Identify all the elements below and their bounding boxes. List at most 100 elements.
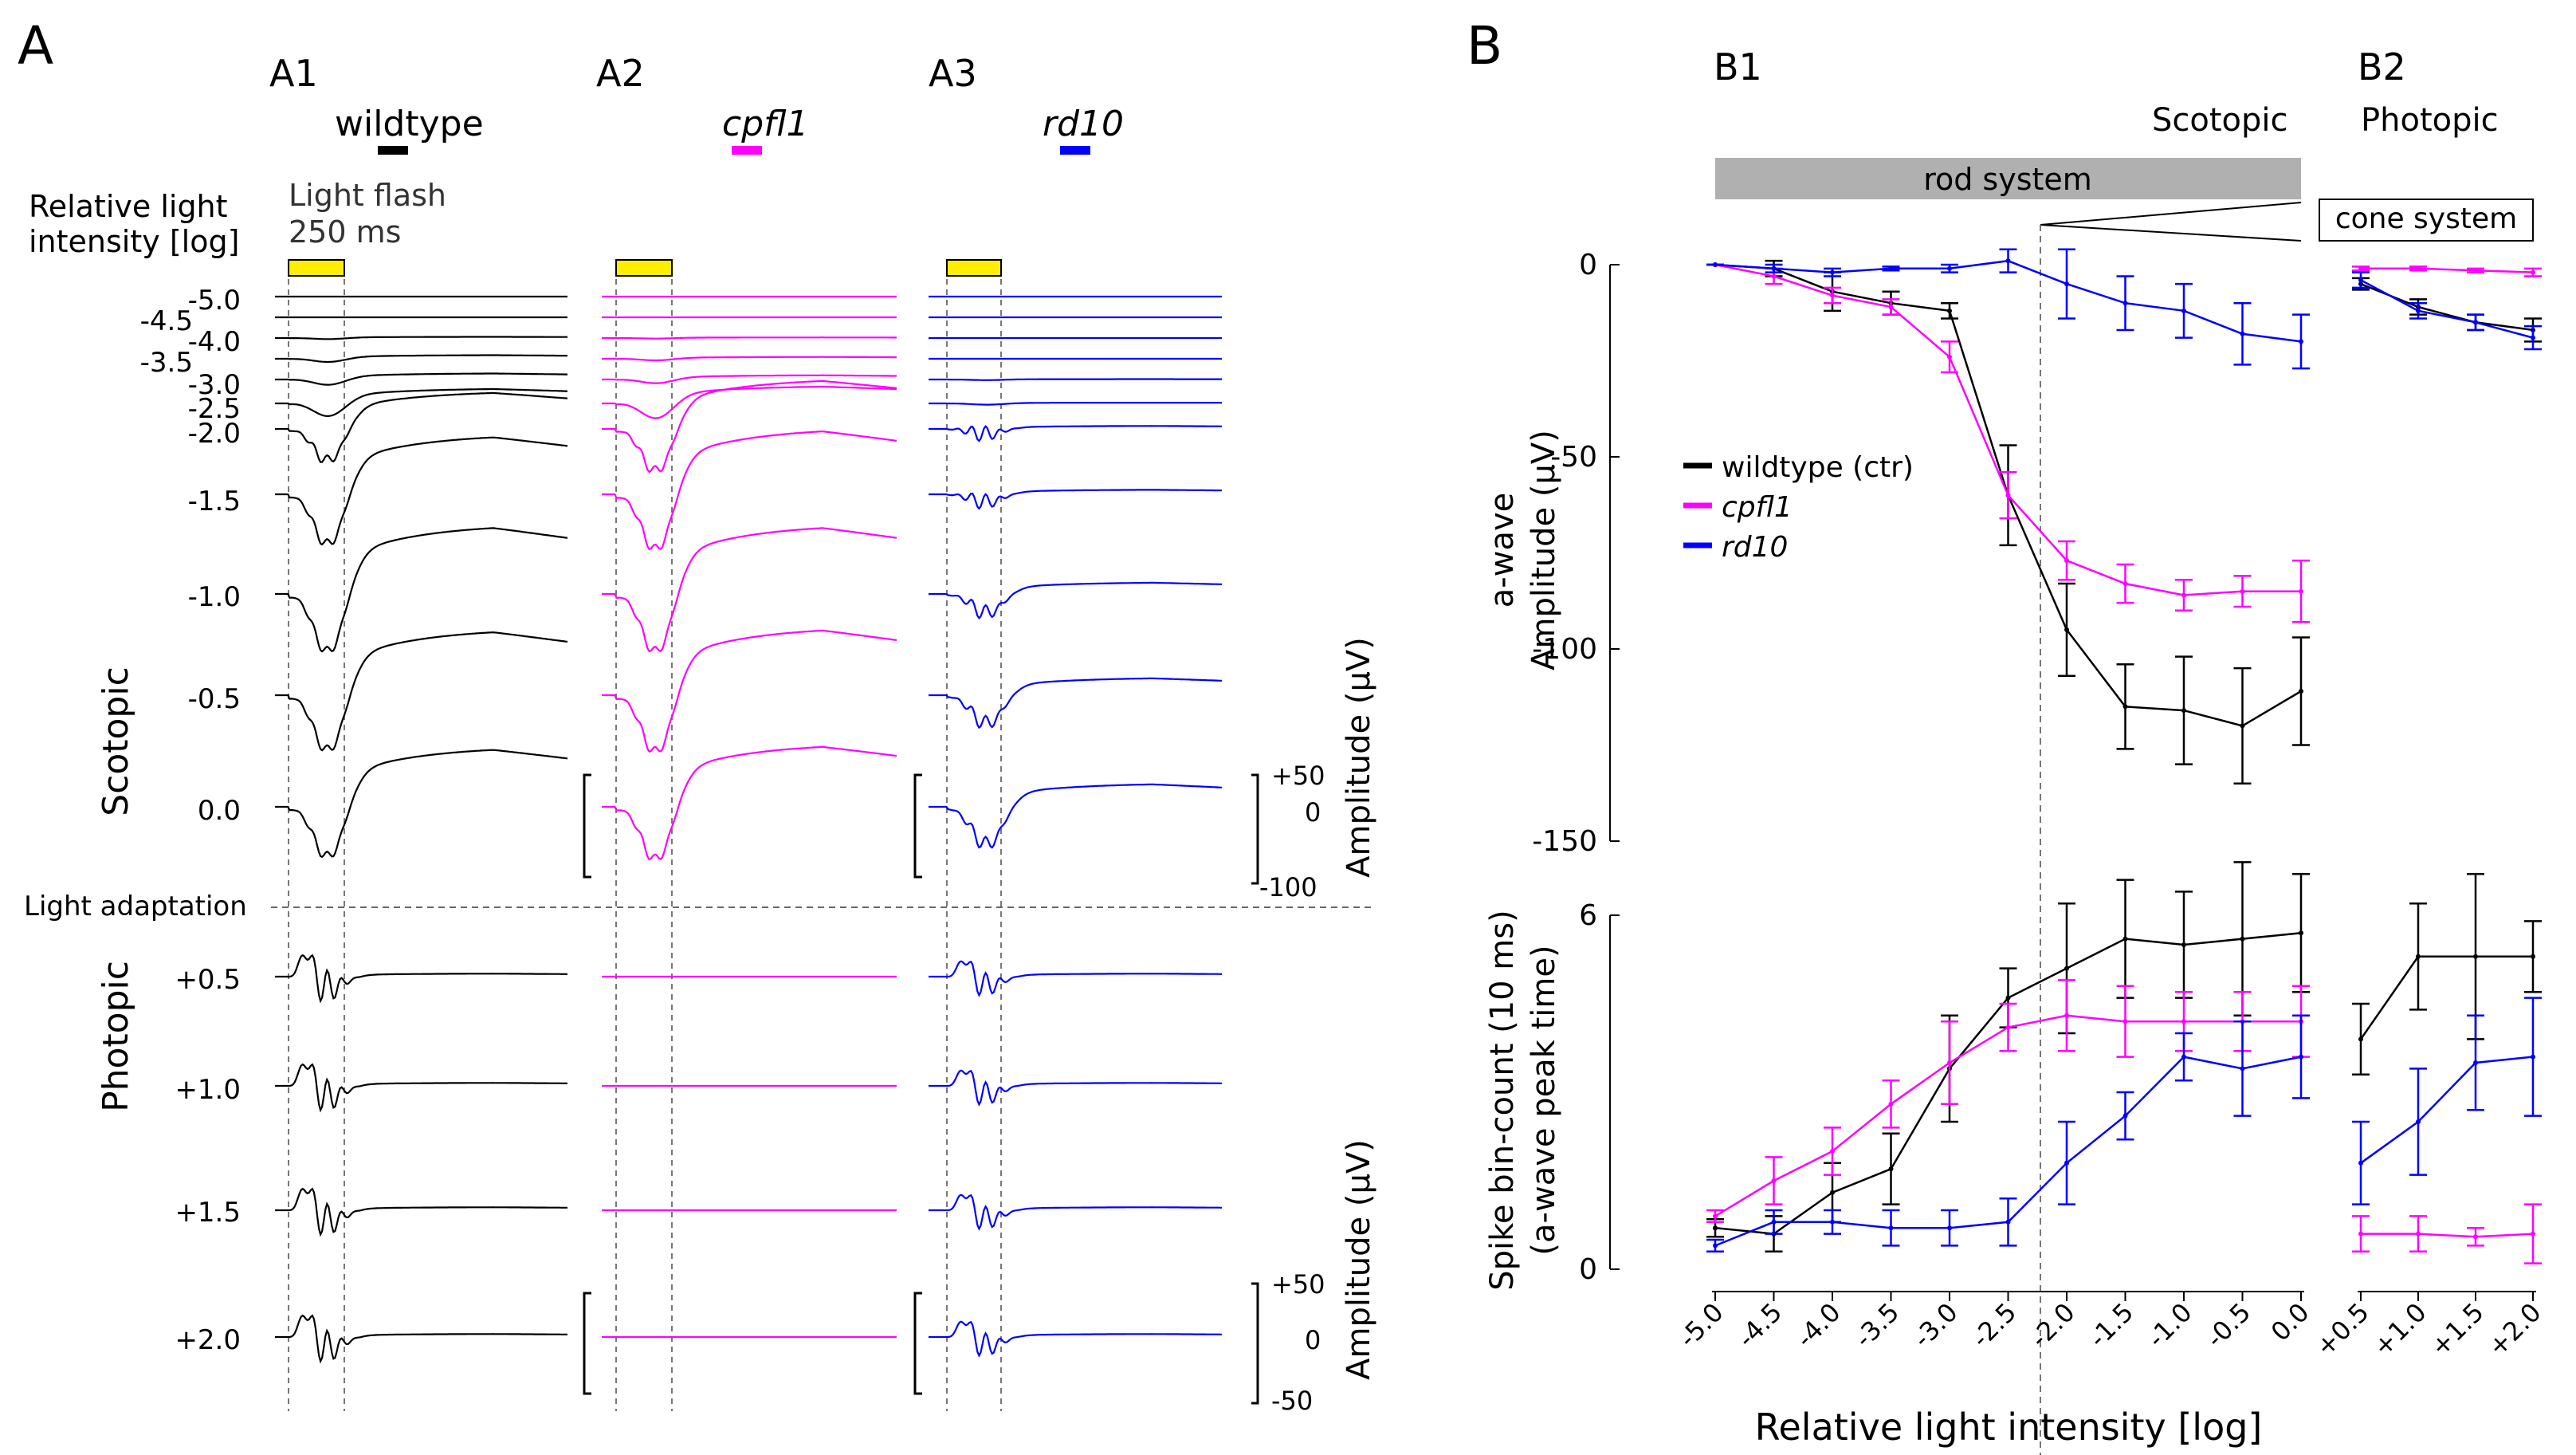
a-wave-data-point xyxy=(2122,704,2128,710)
rod-system-bar xyxy=(1715,158,2301,199)
flash-bar-a1 xyxy=(288,259,345,277)
x-tick-label: 0.0 xyxy=(2265,1297,2315,1347)
a-wave-series-line xyxy=(2360,279,2534,339)
erg-trace xyxy=(929,581,1223,620)
a-wave-data-point xyxy=(2299,689,2303,694)
spike-count-data-point xyxy=(2240,936,2245,942)
flash-label-line1: Light flash xyxy=(289,178,446,213)
a-wave-data-point xyxy=(2416,265,2421,271)
column-a1-color-key xyxy=(378,146,408,155)
a-wave-data-point xyxy=(2181,708,2186,714)
erg-trace xyxy=(929,425,1222,442)
intensity-label-photopic: +2.0 xyxy=(175,1324,241,1356)
scale-scotopic: +50 0 -100 Amplitude (µV) xyxy=(1259,637,1377,902)
cone-ramp xyxy=(2040,202,2302,242)
a-wave-y-tick-label: -150 xyxy=(1532,825,1597,858)
legend-label-wildtype: wildtype (ctr) xyxy=(1722,451,1914,484)
spike-count-data-point xyxy=(2122,936,2128,942)
a-wave-series-line xyxy=(2361,267,2534,273)
erg-trace xyxy=(929,489,1223,510)
x-tick-label: +2.0 xyxy=(2482,1297,2547,1363)
erg-trace xyxy=(602,379,897,474)
column-a1-name: wildtype xyxy=(335,104,484,144)
spike-count-data-point xyxy=(2181,1019,2186,1024)
a-wave-data-point xyxy=(1830,293,1835,298)
a-wave-data-point xyxy=(2005,493,2011,498)
x-tick-label: +1.5 xyxy=(2425,1297,2490,1363)
column-a3-name: rd10 xyxy=(1043,104,1124,144)
spike-count-data-point xyxy=(2005,1219,2011,1225)
spike-count-data-point xyxy=(2240,1066,2245,1072)
intensity-label-photopic: +0.5 xyxy=(175,964,241,996)
spike-count-data-point xyxy=(1713,1225,1718,1231)
spike-count-data-point xyxy=(2064,1160,2069,1166)
erg-trace xyxy=(275,391,568,463)
b-charts: 0 -50 -100 -150 0 6 -5.0 -4.5 -4.0 -3.5 -3.0 -2.5 -2… xyxy=(1532,248,2547,1363)
a-wave-data-point xyxy=(1888,265,1894,271)
a-wave-data-point xyxy=(1947,308,1952,313)
erg-trace xyxy=(275,1187,567,1237)
panel-b1-label: B1 xyxy=(1714,45,1762,88)
x-tick-label: -5.0 xyxy=(1673,1297,1730,1354)
spike-count-data-point xyxy=(2005,1024,2011,1030)
erg-trace xyxy=(275,354,567,364)
spike-count-data-point xyxy=(2473,1060,2478,1065)
a-wave-data-point xyxy=(2240,588,2245,594)
x-tick-label: +0.5 xyxy=(2310,1297,2375,1363)
panel-b-letter: B xyxy=(1467,15,1502,77)
spike-count-data-point xyxy=(1771,1178,1777,1183)
spike-count-data-point xyxy=(1830,1149,1835,1154)
spike-count-data-point xyxy=(2299,1054,2303,1060)
a-wave-data-point xyxy=(1771,265,1777,271)
scale-scotopic-tick: 0 xyxy=(1305,797,1321,828)
flash-bar-a2 xyxy=(615,259,673,277)
intensity-label-scotopic: -1.5 xyxy=(188,486,241,517)
spike-count-data-point xyxy=(1713,1243,1718,1249)
spike-count-data-point xyxy=(1830,1219,1835,1225)
intensity-label-scotopic: -3.5 xyxy=(140,347,193,379)
a-wave-ylabel-line2: Amplitude (µV) xyxy=(1526,430,1562,670)
cone-system-box xyxy=(2319,199,2534,242)
scale-photopic-tick: 0 xyxy=(1305,1325,1321,1355)
photopic-side-label: Photopic xyxy=(96,961,136,1112)
spike-count-data-point xyxy=(1947,1060,1952,1065)
column-a2-name: cpfl1 xyxy=(722,104,809,144)
erg-trace xyxy=(275,631,568,752)
spike-count-data-point xyxy=(2473,1234,2478,1240)
erg-trace xyxy=(602,356,897,362)
intensity-label-scotopic: -2.0 xyxy=(188,418,241,450)
spike-count-data-point xyxy=(2181,942,2186,947)
a-wave-data-point xyxy=(2240,723,2245,729)
a-wave-data-point xyxy=(2005,258,2011,264)
x-axis-label: Relative light intensity [log] xyxy=(1755,1406,2263,1449)
intensity-title-line2: intensity [log] xyxy=(29,224,239,259)
x-tick-label: -2.0 xyxy=(2024,1297,2081,1354)
erg-trace xyxy=(929,1069,1222,1107)
erg-traces xyxy=(275,295,1223,1364)
spike-count-data-point xyxy=(1888,1101,1894,1107)
spike-count-data-point xyxy=(2531,1054,2535,1060)
erg-trace xyxy=(275,527,568,653)
rod-system-label: rod system xyxy=(1923,162,2092,197)
a-wave-data-point xyxy=(1771,273,1777,279)
spike-count-data-point xyxy=(1713,1213,1718,1219)
intensity-title-line1: Relative light xyxy=(29,189,228,224)
panel-b2-label: B2 xyxy=(2358,45,2406,88)
a-wave-data-point xyxy=(2064,627,2069,632)
spike-count-data-point xyxy=(2473,954,2478,959)
intensity-label-scotopic: -5.0 xyxy=(188,285,241,317)
erg-trace xyxy=(602,431,897,551)
cone-system-label: cone system xyxy=(2335,203,2517,235)
spike-count-data-point xyxy=(2358,1036,2363,1042)
a-wave-data-point xyxy=(2416,308,2421,313)
flash-label-line2: 250 ms xyxy=(289,214,401,250)
photopic-header: Photopic xyxy=(2361,102,2499,139)
legend: wildtype (ctr) cpfl1 rd10 xyxy=(1683,451,1914,564)
erg-trace xyxy=(602,629,897,753)
intensity-label-photopic: +1.0 xyxy=(175,1074,241,1106)
spike-ylabel-line2: (a-wave peak time) xyxy=(1526,945,1562,1255)
spike-count-data-point xyxy=(2416,954,2421,959)
spike-count-data-point xyxy=(2122,1019,2128,1024)
a-wave-data-point xyxy=(1947,354,1952,360)
scale-brackets xyxy=(583,773,1259,1405)
